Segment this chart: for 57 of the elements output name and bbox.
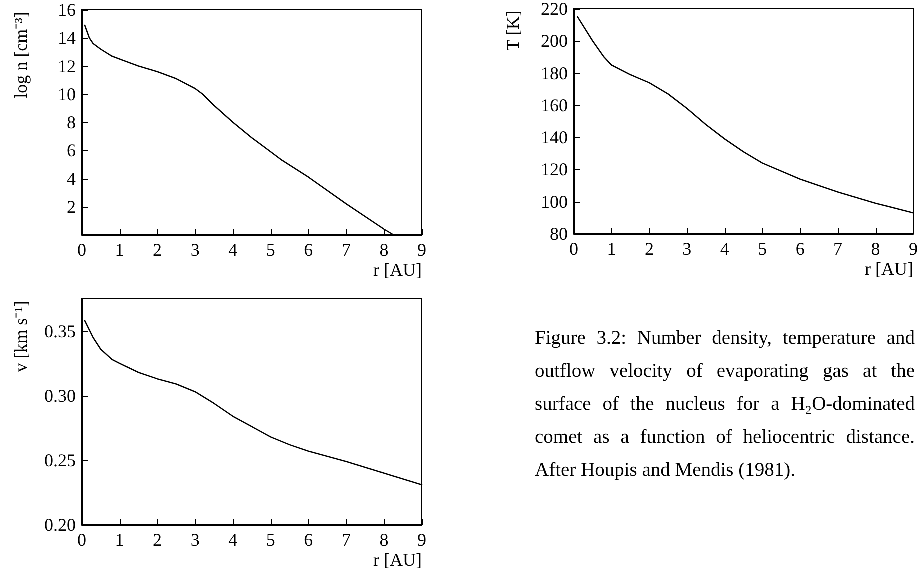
x-tick-label: 8 (380, 530, 389, 550)
x-tick-label: 6 (796, 239, 805, 259)
x-tick-label: 8 (871, 239, 880, 259)
x-tick-label: 6 (304, 240, 314, 260)
y-tick-label: 120 (541, 160, 568, 180)
x-tick-label: 9 (418, 240, 426, 260)
y-tick-label: 220 (541, 0, 568, 19)
y-axis-title: v [km s⁻¹] (11, 301, 31, 372)
x-tick-label: 1 (115, 530, 124, 550)
y-axis-title: T [K] (503, 10, 523, 51)
x-tick-label: 3 (682, 239, 692, 259)
x-tick-label: 5 (266, 530, 276, 550)
y-tick-label: 0.35 (44, 321, 76, 342)
x-tick-label: 2 (644, 239, 654, 259)
x-tick-label: 4 (228, 240, 238, 260)
y-tick-label: 0.25 (44, 450, 76, 470)
y-tick-label: 8 (67, 112, 76, 132)
x-tick-label: 5 (266, 240, 276, 260)
x-tick-label: 0 (78, 530, 86, 550)
y-tick-label: 80 (550, 224, 568, 244)
x-tick-label: 2 (153, 240, 162, 260)
y-tick-label: 16 (58, 0, 76, 20)
y-tick-label: 200 (541, 31, 568, 52)
x-tick-label: 7 (342, 530, 351, 550)
x-tick-label: 4 (228, 530, 238, 550)
y-tick-label: 10 (58, 84, 76, 104)
x-axis-title: r [AU] (374, 550, 422, 570)
x-tick-label: 1 (115, 240, 124, 260)
x-tick-label: 4 (720, 239, 730, 259)
x-tick-label: 7 (342, 240, 351, 260)
y-tick-label: 4 (67, 168, 76, 189)
y-tick-label: 2 (67, 196, 76, 217)
x-tick-label: 9 (909, 239, 918, 259)
x-tick-label: 6 (304, 530, 314, 550)
y-tick-label: 12 (58, 56, 76, 76)
y-tick-label: 14 (58, 28, 76, 48)
x-axis-title: r [AU] (865, 259, 914, 279)
x-tick-label: 1 (607, 239, 616, 259)
x-tick-label: 0 (78, 240, 86, 260)
x-tick-label: 9 (418, 530, 426, 550)
y-axis-title: log n [cm⁻³] (11, 12, 31, 98)
x-tick-label: 2 (153, 530, 162, 550)
y-tick-label: 6 (67, 140, 76, 161)
x-tick-label: 3 (190, 530, 200, 550)
x-tick-label: 5 (758, 239, 768, 259)
x-tick-label: 3 (190, 240, 200, 260)
y-tick-label: 180 (541, 63, 568, 84)
x-tick-label: 0 (570, 239, 578, 259)
y-tick-label: 100 (541, 192, 568, 212)
x-tick-label: 7 (834, 239, 843, 259)
x-axis-title: r [AU] (374, 260, 422, 280)
caption: Figure 3.2: Number density, temperature and outflow velocity of evaporating gas at the surface of the nucleus for a H₂O-dominated comet as a function of heliocentric distance. After Houpis and Mendis (1981). (535, 327, 915, 483)
x-tick-label: 8 (380, 240, 389, 260)
y-tick-label: 0.20 (44, 515, 76, 535)
y-tick-label: 160 (541, 95, 568, 116)
y-tick-label: 140 (541, 128, 568, 148)
y-tick-label: 0.30 (44, 386, 76, 406)
